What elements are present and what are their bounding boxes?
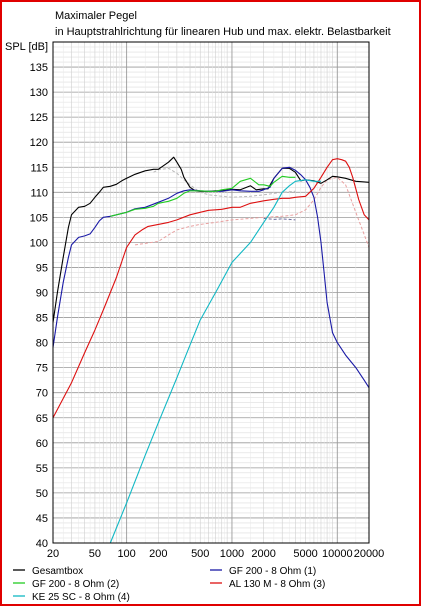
legend-label: AL 130 M - 8 Ohm (3): [229, 579, 325, 590]
y-tick-label: 80: [36, 338, 48, 350]
x-tick-label: 20: [47, 548, 59, 560]
y-tick-label: 115: [30, 162, 48, 174]
y-tick-label: 90: [36, 288, 48, 300]
y-tick-label: 110: [30, 187, 48, 199]
series-line-2: [110, 175, 296, 217]
y-tick-label: 85: [36, 313, 48, 325]
x-tick-label: 500: [191, 548, 209, 560]
chart-subtitle: in Hauptstrahlrichtung für linearen Hub …: [55, 26, 391, 38]
x-tick-label: 5000: [293, 548, 317, 560]
y-tick-label: 55: [36, 463, 48, 475]
legend-label: KE 25 SC - 8 Ohm (4): [32, 592, 130, 603]
series-line-4: [109, 179, 321, 544]
y-tick-label: 45: [36, 513, 48, 525]
grid: [52, 41, 370, 544]
y-tick-label: 125: [30, 112, 48, 124]
series-line-6: [134, 176, 370, 248]
x-tick-label: 50: [89, 548, 101, 560]
y-tick-label: 95: [36, 262, 48, 274]
series-lines: [52, 156, 370, 544]
legend: Gesamtbox GF 200 - 8 Ohm (1) GF 200 - 8 Oh…: [13, 566, 325, 603]
series-line-5: [153, 167, 296, 198]
tick-labels: 40 45 50 55 60 65 70 75 80 85 90 95 100 105 110 115 120 1…: [30, 62, 385, 560]
y-tick-label: 40: [36, 538, 48, 550]
chart-title: Maximaler Pegel: [55, 10, 137, 22]
x-tick-label: 10000: [322, 548, 353, 560]
y-tick-label: 105: [30, 212, 48, 224]
y-tick-label: 50: [36, 488, 48, 500]
y-tick-label: 70: [36, 388, 48, 400]
x-tick-label: 200: [149, 548, 167, 560]
legend-label: GF 200 - 8 Ohm (2): [32, 579, 119, 590]
x-tick-label: 2000: [251, 548, 275, 560]
y-axis-label: SPL [dB]: [5, 41, 48, 53]
x-tick-label: 1000: [220, 548, 244, 560]
y-tick-label: 60: [36, 438, 48, 450]
legend-label: GF 200 - 8 Ohm (1): [229, 566, 316, 577]
y-tick-label: 65: [36, 413, 48, 425]
series-line-1: [52, 166, 370, 388]
y-tick-label: 135: [30, 62, 48, 74]
y-tick-label: 100: [30, 237, 48, 249]
y-tick-label: 120: [30, 137, 48, 149]
x-tick-label: 100: [117, 548, 135, 560]
plot-frame: [52, 41, 370, 544]
series-line-7: [263, 217, 296, 221]
legend-label: Gesamtbox: [32, 566, 83, 577]
y-tick-label: 75: [36, 363, 48, 375]
y-tick-label: 130: [30, 87, 48, 99]
x-tick-label: 20000: [354, 548, 385, 560]
series-line-3: [52, 158, 370, 419]
